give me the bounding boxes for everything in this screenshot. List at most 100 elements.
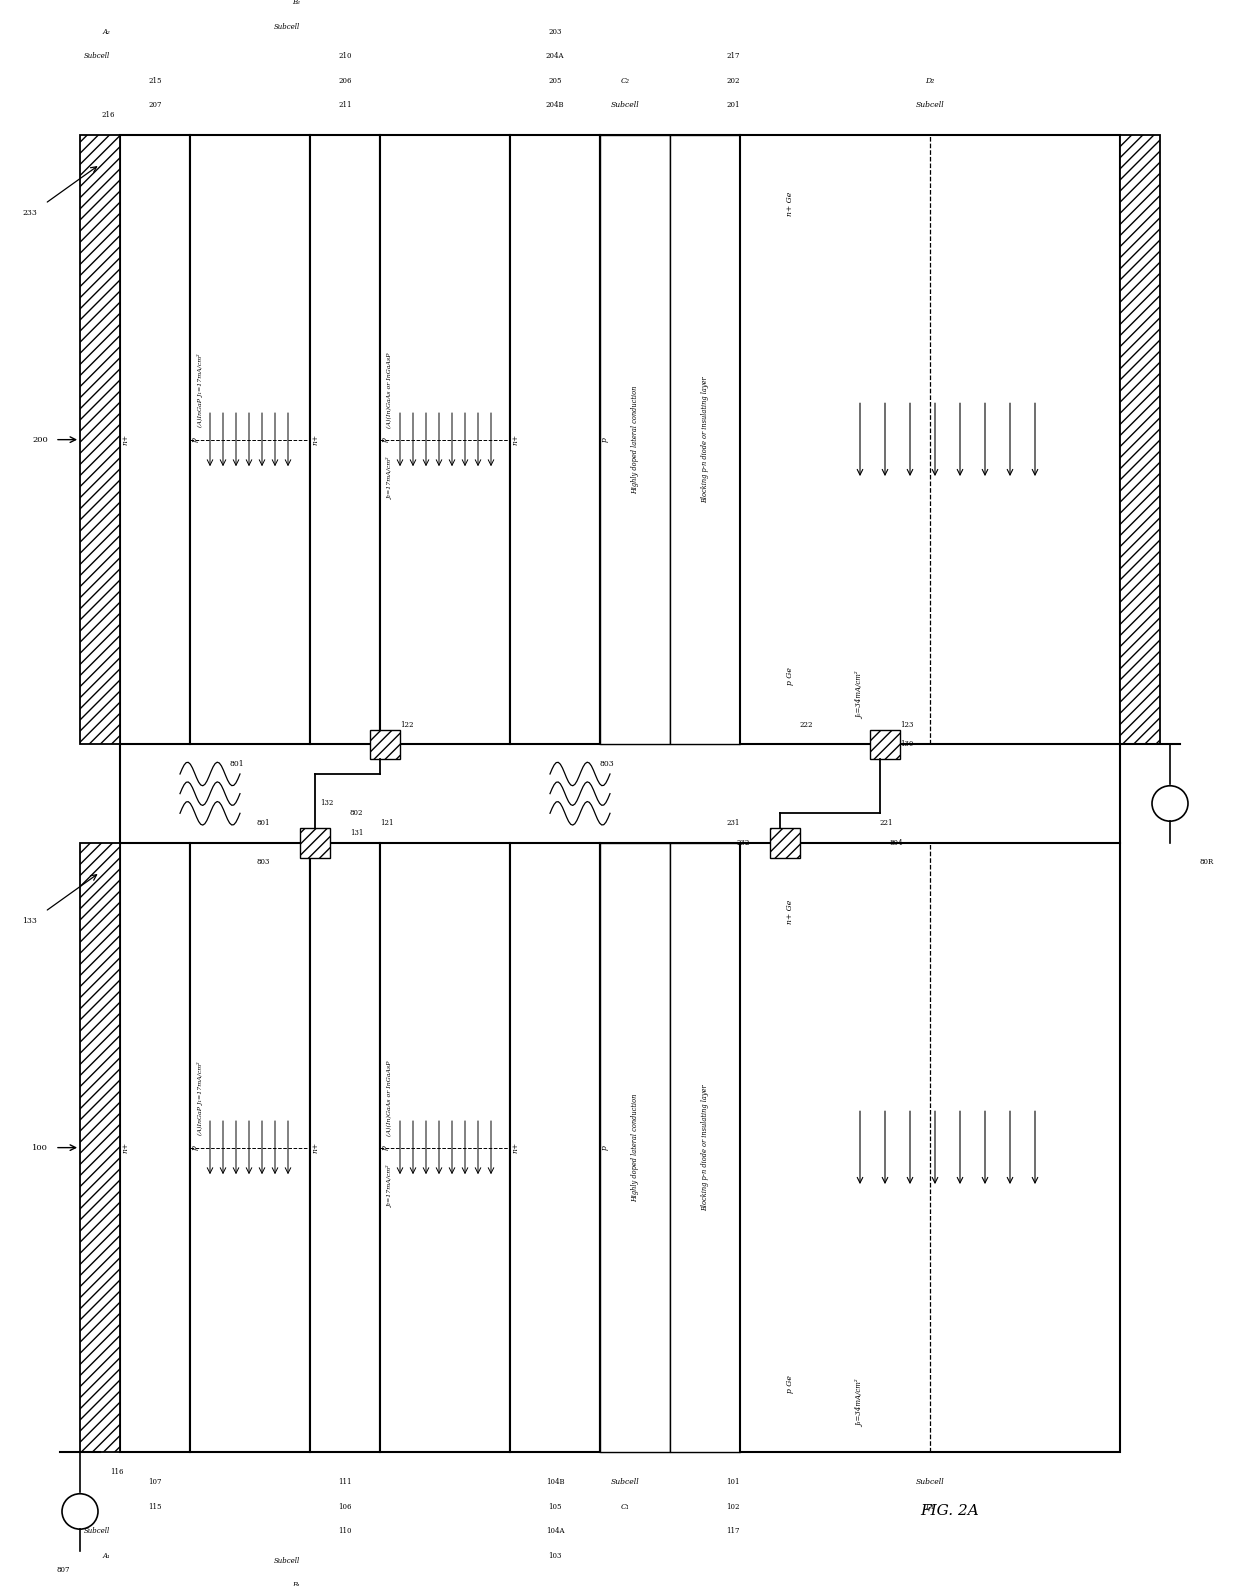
Text: 133: 133 [22, 917, 37, 926]
Text: Highly doped lateral conduction: Highly doped lateral conduction [631, 385, 639, 493]
Bar [370, 730, 401, 760]
Text: 101: 101 [727, 1478, 740, 1486]
Text: 123: 123 [900, 720, 914, 730]
Bar [600, 135, 740, 744]
Text: 801: 801 [229, 760, 244, 768]
Text: Subcell: Subcell [610, 102, 640, 109]
Bar [670, 842, 740, 1453]
Text: n+: n+ [511, 1142, 520, 1153]
Text: n+: n+ [311, 435, 319, 446]
Text: Blocking p-n diode or insulating layer: Blocking p-n diode or insulating layer [701, 376, 709, 503]
Text: n+: n+ [122, 435, 129, 446]
Text: Subcell: Subcell [274, 1556, 300, 1565]
Bar [600, 842, 740, 1453]
Text: A₁: A₁ [102, 1551, 110, 1559]
Text: p: p [191, 438, 198, 442]
Text: B₂: B₂ [293, 0, 300, 6]
Text: Subcell: Subcell [84, 52, 110, 60]
Text: 801: 801 [257, 818, 270, 828]
Text: 105: 105 [548, 1502, 562, 1510]
Text: J₂=17mA/cm²: J₂=17mA/cm² [387, 458, 393, 500]
Text: FIG. 2A: FIG. 2A [920, 1505, 980, 1518]
Bar [510, 842, 600, 1453]
Text: 804: 804 [890, 839, 904, 847]
Bar [120, 135, 190, 744]
Bar [379, 842, 510, 1453]
Bar [379, 135, 510, 744]
Text: 231: 231 [727, 818, 740, 828]
Text: 131: 131 [350, 829, 363, 837]
Text: p Ge: p Ge [786, 666, 794, 685]
Text: n+: n+ [511, 435, 520, 446]
Text: 206: 206 [339, 76, 352, 84]
Text: p: p [601, 1145, 609, 1150]
Text: 132: 132 [320, 799, 334, 807]
Text: Subcell: Subcell [610, 1478, 640, 1486]
Text: 110: 110 [339, 1527, 352, 1535]
Text: 121: 121 [379, 818, 393, 828]
Text: 122: 122 [401, 720, 413, 730]
Text: 116: 116 [110, 1469, 124, 1477]
Text: p: p [191, 1145, 198, 1150]
Text: 204A: 204A [546, 52, 564, 60]
Bar [300, 828, 330, 858]
Text: 221: 221 [880, 818, 894, 828]
Text: 201: 201 [727, 102, 740, 109]
Text: 803: 803 [257, 858, 270, 866]
Text: 203: 203 [548, 27, 562, 35]
Bar [310, 842, 379, 1453]
Bar [670, 135, 740, 744]
Bar [81, 842, 120, 1453]
Text: 102: 102 [727, 1502, 740, 1510]
Text: 202: 202 [727, 76, 740, 84]
Bar [120, 842, 190, 1453]
Text: p: p [381, 438, 389, 442]
Text: Subcell: Subcell [274, 22, 300, 30]
Text: (A)InGaP J₁=17mA/cm²: (A)InGaP J₁=17mA/cm² [197, 354, 203, 427]
Text: 217: 217 [727, 52, 740, 60]
Text: C₁: C₁ [620, 1502, 630, 1510]
Text: 807: 807 [57, 1567, 69, 1575]
Text: 111: 111 [339, 1478, 352, 1486]
Text: 117: 117 [727, 1527, 740, 1535]
Text: 103: 103 [548, 1551, 562, 1559]
Text: A₂: A₂ [102, 27, 110, 35]
Bar [740, 842, 1120, 1453]
Text: n+ Ge: n+ Ge [786, 899, 794, 923]
Text: 216: 216 [102, 111, 115, 119]
Text: 107: 107 [149, 1478, 161, 1486]
Text: D₁: D₁ [925, 1502, 935, 1510]
Text: n+: n+ [122, 1142, 129, 1153]
Text: n+: n+ [311, 1142, 319, 1153]
Text: n+ Ge: n+ Ge [786, 192, 794, 216]
Text: 802: 802 [350, 809, 363, 817]
Text: Blocking p-n diode or insulating layer: Blocking p-n diode or insulating layer [701, 1085, 709, 1212]
Text: Subcell: Subcell [915, 1478, 945, 1486]
Text: 130: 130 [900, 741, 914, 749]
Text: 104B: 104B [546, 1478, 564, 1486]
Text: (A)(In)GaAs or InGaAsP: (A)(In)GaAs or InGaAsP [387, 352, 393, 428]
Bar [600, 135, 670, 744]
Text: 222: 222 [800, 720, 813, 730]
Text: 232: 232 [737, 839, 750, 847]
Bar [740, 135, 1120, 744]
Text: J₃=34mA/cm²: J₃=34mA/cm² [856, 1380, 864, 1427]
Text: 210: 210 [339, 52, 352, 60]
Text: p Ge: p Ge [786, 1375, 794, 1393]
Bar [190, 842, 310, 1453]
Text: B₁: B₁ [293, 1581, 300, 1586]
Text: (A)(In)GaAs or InGaAsP: (A)(In)GaAs or InGaAsP [387, 1061, 393, 1136]
Bar [770, 828, 800, 858]
Text: p: p [381, 1145, 389, 1150]
Text: 215: 215 [149, 76, 161, 84]
Text: 207: 207 [149, 102, 161, 109]
Text: 200: 200 [32, 436, 48, 444]
Text: (A)InGaP J₁=17mA/cm²: (A)InGaP J₁=17mA/cm² [197, 1061, 203, 1136]
Text: J₅=34mA/cm²: J₅=34mA/cm² [856, 671, 864, 718]
Bar [510, 135, 600, 744]
Text: Subcell: Subcell [84, 1527, 110, 1535]
Text: 211: 211 [339, 102, 352, 109]
Text: 233: 233 [22, 209, 37, 217]
Text: J₂=17mA/cm²: J₂=17mA/cm² [387, 1166, 393, 1209]
Text: 80R: 80R [1200, 858, 1214, 866]
